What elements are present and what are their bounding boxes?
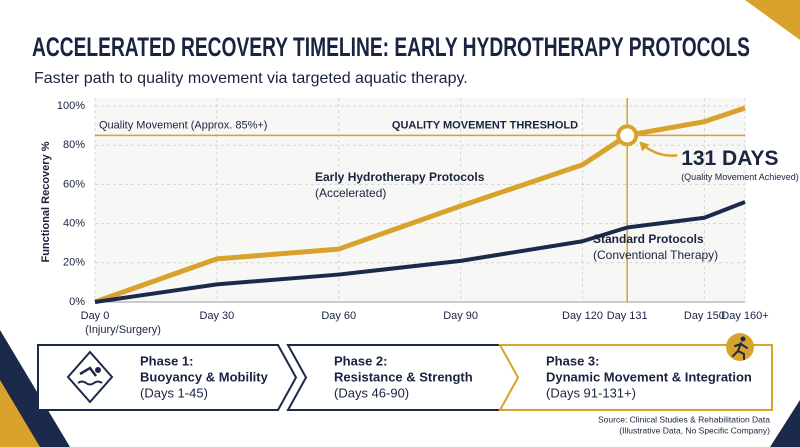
x-tick-label: Day 160+	[721, 310, 768, 322]
y-tick-label: 20%	[63, 257, 85, 269]
threshold-title: QUALITY MOVEMENT THRESHOLD	[392, 119, 578, 131]
source-note: (Illustrative Data, No Specific Company)	[619, 425, 770, 435]
y-tick-label: 60%	[63, 178, 85, 190]
milestone-label: 131 DAYS	[681, 147, 778, 170]
corner-decoration	[0, 380, 40, 447]
run-icon-head	[740, 336, 746, 342]
y-tick-label: 40%	[63, 218, 85, 230]
phase-days: (Days 1-45)	[140, 385, 208, 400]
x-tick-label: Day 90	[443, 310, 478, 322]
swim-icon-wave	[77, 380, 103, 386]
phase-title: Phase 2:	[334, 353, 387, 368]
phase-title: Phase 1:	[140, 353, 193, 368]
callout-arrowhead	[639, 141, 650, 152]
source-note: Source: Clinical Studies & Rehabilitatio…	[598, 414, 770, 424]
y-axis-label: Functional Recovery %	[40, 141, 52, 262]
x-tick-sublabel: (Injury/Surgery)	[85, 324, 161, 336]
corner-decoration	[770, 400, 800, 447]
x-tick-label: Day 131	[607, 310, 648, 322]
y-tick-label: 0%	[69, 296, 85, 308]
phase-days: (Days 46-90)	[334, 385, 409, 400]
milestone-marker	[616, 124, 639, 147]
series-note: (Conventional Therapy)	[593, 248, 718, 262]
series-label: Early Hydrotherapy Protocols	[315, 170, 485, 184]
series-label: Standard Protocols	[593, 232, 704, 246]
phase-name: Buoyancy & Mobility	[140, 369, 269, 384]
run-icon-body	[732, 342, 748, 360]
series-note: (Accelerated)	[315, 186, 386, 200]
swim-icon-head	[95, 367, 101, 373]
y-tick-label: 100%	[57, 100, 85, 112]
threshold-label: Quality Movement (Approx. 85%+)	[99, 119, 267, 131]
phase-name: Resistance & Strength	[334, 369, 473, 384]
phase-title: Phase 3:	[546, 353, 599, 368]
chart-title: ACCELERATED RECOVERY TIMELINE: EARLY HYD…	[32, 32, 750, 62]
milestone-note: (Quality Movement Achieved)	[681, 172, 799, 182]
x-tick-label: Day 30	[199, 310, 234, 322]
swim-icon-frame	[66, 350, 114, 404]
swim-icon-body	[79, 366, 97, 377]
x-tick-label: Day 120	[562, 310, 603, 322]
y-tick-label: 80%	[63, 139, 85, 151]
series-line	[94, 200, 746, 304]
x-tick-label: Day 0	[81, 310, 110, 322]
phase-box	[37, 344, 298, 411]
chart-subtitle: Faster path to quality movement via targ…	[34, 70, 468, 87]
x-tick-label: Day 150	[684, 310, 725, 322]
x-tick-label: Day 60	[321, 310, 356, 322]
corner-decoration	[745, 0, 800, 40]
phase-name: Dynamic Movement & Integration	[546, 369, 752, 384]
phase-days: (Days 91-131+)	[546, 385, 636, 400]
series-line	[94, 105, 746, 305]
